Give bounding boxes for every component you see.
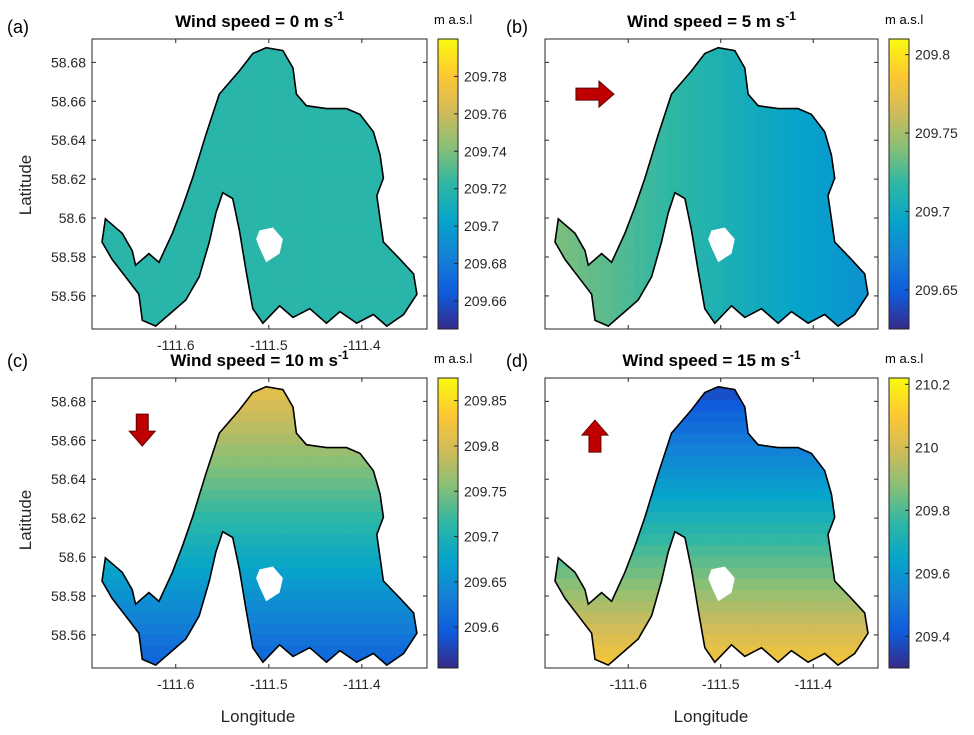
island: [256, 227, 283, 263]
axes-box: [91, 38, 428, 330]
title-superscript: -1: [338, 348, 349, 362]
colorbar: [888, 377, 910, 669]
axes-box: [544, 38, 879, 330]
colorbar: [888, 38, 910, 330]
colorbar-tick-label: 209.6: [464, 619, 499, 635]
shoreline: [554, 385, 869, 667]
y-tick-label: 58.64: [51, 471, 86, 487]
panel-title: Wind speed = 10 m s-1: [170, 348, 349, 370]
panel-title: Wind speed = 0 m s-1: [175, 9, 344, 31]
colorbar-tick-label: 210.2: [915, 376, 950, 392]
panel-label: (b): [506, 17, 528, 37]
y-tick-label: 58.56: [51, 627, 86, 643]
water-level-field: [102, 47, 417, 327]
shoreline: [101, 385, 418, 667]
wind-direction-arrow: [128, 413, 157, 447]
colorbar-unit: m a.s.l: [434, 12, 472, 27]
title-superscript: -1: [785, 9, 796, 23]
colorbar-tick-label: 209.7: [915, 203, 950, 219]
panel-b: Wind speed = 5 m s-1 (b) 209.65 209.7 209.75…: [506, 9, 958, 330]
y-tick-label: 58.64: [51, 132, 86, 148]
panel-a: -111.6 -111.5 -111.4 58.56 58.58 58.6 58.62 58.…: [7, 9, 507, 353]
colorbar-tick-label: 209.76: [464, 106, 507, 122]
colorbar-tick-label: 209.8: [915, 47, 950, 63]
x-axis-label: Longitude: [674, 707, 749, 726]
title-superscript: -1: [333, 9, 344, 23]
x-tick-label: -111.6: [157, 337, 195, 353]
colorbar-tick-label: 209.78: [464, 68, 507, 84]
y-tick-label: 58.6: [59, 549, 86, 565]
colorbar-tick-label: 209.75: [915, 125, 958, 141]
y-axis-label: Latitude: [16, 490, 35, 551]
shoreline: [101, 46, 418, 328]
colorbar-tick-label: 209.75: [464, 483, 507, 499]
colorbar-tick-label: 209.7: [464, 529, 499, 545]
island: [256, 566, 283, 602]
panel-title: Wind speed = 15 m s-1: [622, 348, 801, 370]
axes-box: [91, 377, 428, 669]
colorbar-unit: m a.s.l: [885, 351, 923, 366]
x-tick-label: -111.5: [250, 337, 288, 353]
x-tick-label: -111.4: [794, 676, 832, 692]
x-tick-label: -111.6: [609, 676, 647, 692]
y-tick-label: 58.66: [51, 432, 86, 448]
x-axis-label: Longitude: [221, 707, 296, 726]
colorbar-tick-label: 209.85: [464, 393, 507, 409]
colorbar: [437, 38, 459, 330]
y-tick-label: 58.58: [51, 249, 86, 265]
colorbar-tick-label: 209.6: [915, 565, 950, 581]
colorbar-tick-label: 209.8: [915, 502, 950, 518]
colorbar-unit: m a.s.l: [885, 12, 923, 27]
y-tick-label: 58.66: [51, 93, 86, 109]
colorbar-tick-label: 209.65: [464, 574, 507, 590]
panel-label: (d): [506, 351, 528, 371]
colorbar-tick-label: 209.7: [464, 218, 499, 234]
title-superscript: -1: [790, 348, 801, 362]
panel-label: (a): [7, 17, 29, 37]
x-tick-label: -111.4: [343, 337, 381, 353]
colorbar-tick-label: 209.4: [915, 628, 950, 644]
colorbar-unit: m a.s.l: [434, 351, 472, 366]
y-tick-label: 58.56: [51, 288, 86, 304]
wind-direction-arrow: [575, 80, 615, 109]
colorbar-tick-label: 209.68: [464, 256, 507, 272]
colorbar-tick-label: 209.65: [915, 282, 958, 298]
y-tick-label: 58.62: [51, 171, 86, 187]
wind-direction-arrow: [580, 419, 610, 453]
panel-title: Wind speed = 5 m s-1: [627, 9, 796, 31]
colorbar-tick-label: 209.8: [464, 438, 499, 454]
colorbar-tick-label: 209.74: [464, 143, 507, 159]
x-tick-label: -111.6: [157, 676, 195, 692]
colorbar-tick-label: 209.72: [464, 181, 507, 197]
island: [708, 227, 735, 263]
panel-d: -111.6 -111.5 -111.4 Wind speed = 15 m s-1 (…: [506, 348, 950, 692]
island: [708, 566, 735, 602]
colorbar-tick-label: 209.66: [464, 293, 507, 309]
y-tick-label: 58.58: [51, 588, 86, 604]
water-level-field: [555, 47, 868, 327]
y-tick-label: 58.62: [51, 510, 86, 526]
axes-box: [544, 377, 879, 669]
x-tick-label: -111.4: [343, 676, 381, 692]
colorbar: [437, 377, 459, 669]
y-tick-label: 58.68: [51, 54, 86, 70]
y-axis-label: Latitude: [16, 155, 35, 216]
y-tick-label: 58.6: [59, 210, 86, 226]
x-tick-label: -111.5: [250, 676, 288, 692]
x-tick-label: -111.5: [702, 676, 740, 692]
shoreline: [554, 46, 869, 328]
panel-label: (c): [7, 351, 28, 371]
panel-c: -111.6 -111.5 -111.4 58.56 58.58 58.6 58.62 58.…: [7, 348, 507, 692]
colorbar-tick-label: 210: [915, 439, 939, 455]
y-tick-label: 58.68: [51, 393, 86, 409]
